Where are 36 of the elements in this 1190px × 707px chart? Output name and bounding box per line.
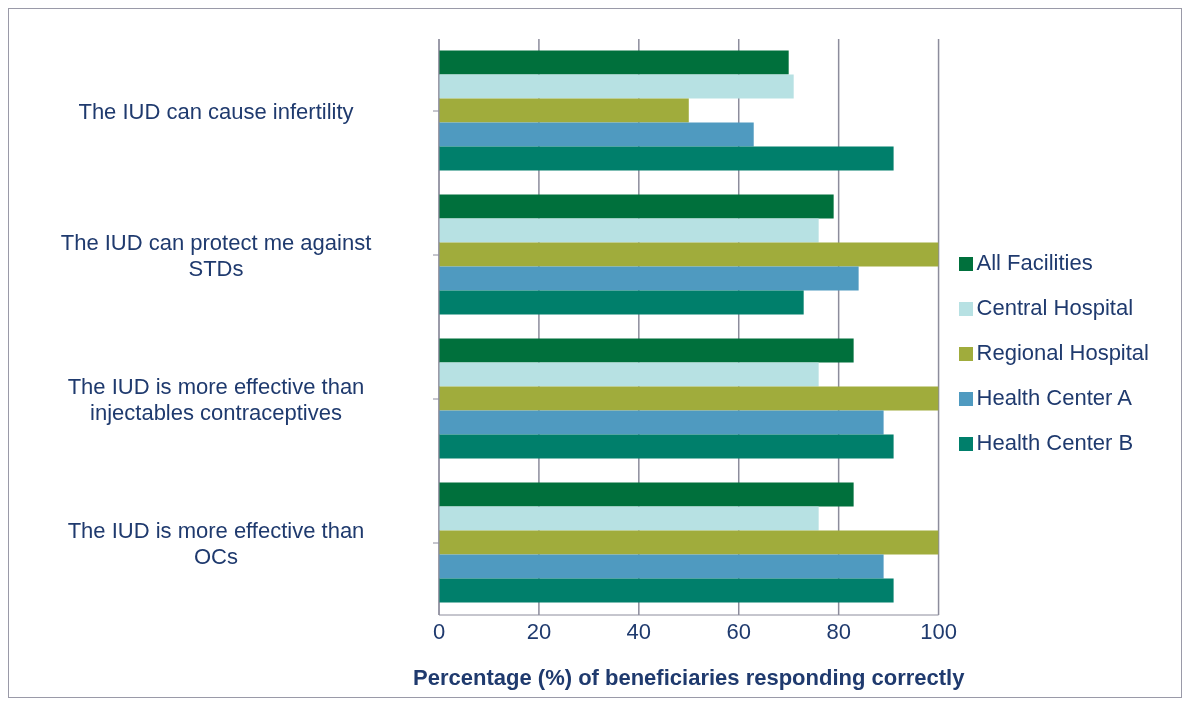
x-axis-title: Percentage (%) of beneficiaries responding correctly xyxy=(413,665,966,690)
legend-label: Health Center B xyxy=(976,429,1134,455)
x-tick-label: 60 xyxy=(726,618,751,644)
y-tick-label: The IUD can cause infertility xyxy=(78,98,354,124)
bar xyxy=(439,482,854,507)
bar xyxy=(439,410,884,435)
bar xyxy=(439,50,789,75)
bar xyxy=(439,98,689,123)
bar xyxy=(439,74,794,99)
bar xyxy=(439,434,894,459)
x-tick-label: 100 xyxy=(920,618,957,644)
bar xyxy=(439,146,894,171)
x-tick-label: 20 xyxy=(526,618,552,644)
bar xyxy=(439,242,939,267)
bar xyxy=(439,338,854,363)
x-tick-label: 80 xyxy=(826,618,851,644)
bar xyxy=(439,266,859,291)
bar xyxy=(439,506,819,531)
bar xyxy=(439,554,884,579)
bar xyxy=(439,122,754,147)
bar xyxy=(439,290,804,315)
x-tick-label: 0 xyxy=(432,618,446,644)
y-tick-label: The IUD is more effective than OCs xyxy=(67,517,365,569)
legend-label: Regional Hospital xyxy=(976,339,1149,365)
bar xyxy=(439,386,939,411)
y-tick-label: The IUD is more effective than injectables contraceptives xyxy=(67,373,365,425)
legend-label: Health Center A xyxy=(976,384,1132,410)
bar xyxy=(439,362,819,387)
bar xyxy=(439,218,819,243)
legend-label: Central Hospital xyxy=(976,294,1134,320)
bar xyxy=(439,530,939,555)
bar xyxy=(439,578,894,603)
bar xyxy=(439,194,834,219)
y-tick-label: The IUD can protect me against STDs xyxy=(60,229,372,281)
legend-label: All Facilities xyxy=(976,249,1093,275)
x-tick-label: 40 xyxy=(626,618,652,644)
